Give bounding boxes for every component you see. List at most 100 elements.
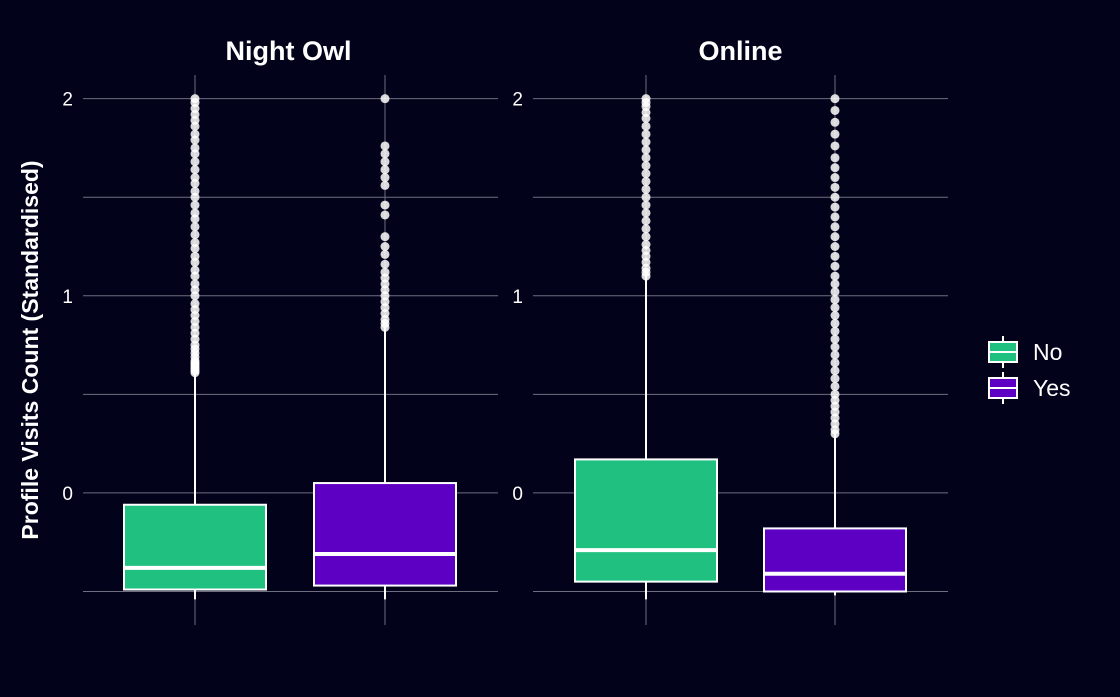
outlier-point — [380, 267, 390, 277]
outlier-point — [190, 299, 200, 309]
outlier-point — [641, 224, 651, 234]
outlier-point — [641, 240, 651, 250]
outlier-point — [830, 117, 840, 127]
outlier-point — [190, 200, 200, 210]
outlier-point — [380, 242, 390, 252]
outlier-point — [641, 169, 651, 179]
outlier-point — [830, 163, 840, 173]
outlier-point — [830, 251, 840, 261]
outlier-point — [380, 180, 390, 190]
outlier-point — [380, 200, 390, 210]
outlier-point — [190, 251, 200, 261]
outlier-point — [190, 173, 200, 183]
outlier-point — [830, 358, 840, 368]
outlier-point — [641, 121, 651, 131]
outlier-point — [830, 350, 840, 360]
outlier-point — [641, 161, 651, 171]
boxplot-yes — [763, 94, 907, 596]
outlier-point — [190, 186, 200, 196]
outlier-point — [830, 318, 840, 328]
outlier-point — [380, 141, 390, 151]
outlier-point — [830, 326, 840, 336]
y-tick-label: 2 — [62, 90, 73, 111]
legend-item-yes[interactable]: Yes — [988, 372, 1071, 404]
outlier-point — [641, 184, 651, 194]
box — [763, 527, 907, 593]
outlier-point — [830, 389, 840, 399]
outlier-point — [190, 157, 200, 167]
outlier-point — [641, 145, 651, 155]
legend-item-no[interactable]: No — [988, 336, 1062, 368]
outlier-point — [380, 165, 390, 175]
y-tick-label: 1 — [62, 287, 73, 308]
outlier-point — [830, 212, 840, 222]
outlier-point — [641, 137, 651, 147]
outlier-point — [641, 176, 651, 186]
y-tick-label: 0 — [512, 484, 523, 505]
outlier-point — [830, 279, 840, 289]
outlier-point — [380, 157, 390, 167]
box — [574, 458, 718, 583]
outlier-point — [830, 202, 840, 212]
outlier-point — [380, 210, 390, 220]
outlier-point — [190, 265, 200, 275]
outlier-point — [641, 232, 651, 242]
outlier-point — [830, 129, 840, 139]
outlier-point — [380, 232, 390, 242]
outlier-point — [830, 192, 840, 202]
outlier-point — [830, 222, 840, 232]
outlier-point — [380, 259, 390, 269]
outlier-point — [641, 129, 651, 139]
outlier-point — [830, 242, 840, 252]
outlier-point — [830, 287, 840, 297]
outlier-point — [641, 200, 651, 210]
outlier-point — [830, 374, 840, 384]
outlier-point — [641, 192, 651, 202]
outlier-point — [380, 249, 390, 259]
legend-label: No — [1033, 339, 1062, 365]
outlier-point — [830, 232, 840, 242]
outlier-point — [830, 261, 840, 271]
y-tick-label: 0 — [62, 484, 73, 505]
outlier-point — [190, 230, 200, 240]
outlier-point — [830, 141, 840, 151]
outlier-point — [190, 208, 200, 218]
outlier-point — [830, 334, 840, 344]
outlier-point — [641, 208, 651, 218]
outlier-point — [190, 94, 200, 104]
outlier-point — [190, 143, 200, 153]
outlier-point — [190, 222, 200, 232]
outlier-point — [641, 94, 651, 104]
boxplot-yes — [313, 94, 457, 600]
outlier-point — [190, 165, 200, 175]
outlier-point — [830, 173, 840, 183]
outlier-point — [190, 238, 200, 248]
outlier-point — [380, 94, 390, 104]
outlier-point — [641, 216, 651, 226]
outlier-point — [830, 342, 840, 352]
y-axis-label: Profile Visits Count (Standardised) — [17, 160, 43, 539]
outlier-point — [830, 94, 840, 104]
outlier-point — [830, 381, 840, 391]
box — [123, 503, 267, 591]
facet-title: Online — [698, 36, 782, 66]
outlier-point — [830, 303, 840, 313]
boxplot-no — [574, 94, 718, 600]
outlier-point — [830, 153, 840, 163]
outlier-point — [641, 153, 651, 163]
outlier-point — [830, 295, 840, 305]
outlier-point — [830, 366, 840, 376]
outlier-point — [830, 182, 840, 192]
outlier-point — [190, 129, 200, 139]
outlier-point — [830, 105, 840, 115]
outlier-point — [830, 271, 840, 281]
boxplot-no — [123, 94, 267, 600]
outlier-point — [830, 311, 840, 321]
y-tick-label: 2 — [512, 90, 523, 111]
outlier-point — [380, 173, 390, 183]
facet-title: Night Owl — [226, 36, 352, 66]
outlier-point — [380, 149, 390, 159]
box — [313, 482, 457, 587]
